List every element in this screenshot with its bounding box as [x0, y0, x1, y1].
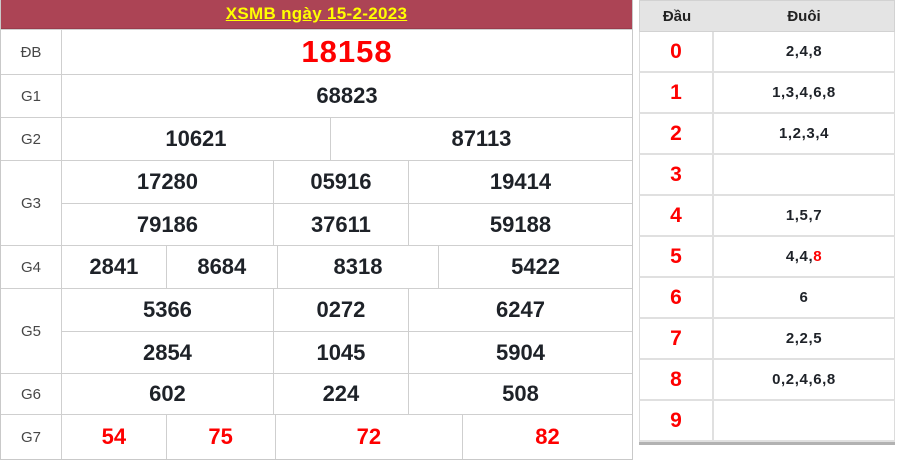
- prize-line: 2854 1045 5904: [62, 331, 632, 374]
- prize-cell: 18158: [301, 34, 393, 69]
- prize-cells-g6: 602 224 508: [62, 374, 632, 414]
- prize-row-g4: G4 2841 8684 8318 5422: [1, 245, 632, 288]
- prize-cells-g5: 5366 0272 6247 2854 1045 5904: [62, 289, 632, 374]
- tail-values: 2,2,5: [785, 330, 823, 347]
- prize-label-g4: G4: [1, 246, 62, 288]
- tail-values: [714, 401, 894, 440]
- head-digit: 0: [640, 32, 714, 71]
- head-digit: 8: [640, 360, 714, 399]
- head-tail-row: 0 2,4,8: [639, 32, 895, 73]
- results-header-bar: XSMB ngày 15-2-2023: [1, 0, 632, 29]
- prize-cells-g2: 10621 87113: [62, 118, 632, 160]
- prize-cell: 8318: [276, 246, 438, 288]
- head-digit: 7: [640, 319, 714, 358]
- prize-cell: 05916: [272, 161, 408, 203]
- tail-values: 4,4, 8: [714, 237, 894, 276]
- head-tail-row: 6 6: [639, 278, 895, 319]
- head-digit: 5: [640, 237, 714, 276]
- head-digit: 1: [640, 73, 714, 112]
- prize-cell: 5366: [142, 297, 192, 322]
- prize-cell: 602: [149, 381, 186, 406]
- prize-row-g3: G3 17280 05916 19414 79186 37611 59188: [1, 160, 632, 246]
- head-tail-row: 3: [639, 155, 895, 196]
- head-column-header: Đầu: [662, 7, 692, 25]
- prize-label-g2: G2: [1, 118, 62, 160]
- prize-cell: 1045: [272, 332, 408, 374]
- tail-values-black: 4,4,: [785, 248, 814, 265]
- head-digit: 2: [640, 114, 714, 153]
- prize-cell: 2841: [89, 254, 139, 279]
- prize-cells-g1: 68823: [62, 75, 632, 117]
- prize-cells-g3: 17280 05916 19414 79186 37611 59188: [62, 161, 632, 246]
- prize-line: 79186 37611 59188: [62, 203, 632, 246]
- prize-line: 5366 0272 6247: [62, 289, 632, 331]
- prize-cell: 82: [462, 415, 632, 459]
- head-digit: 4: [640, 196, 714, 235]
- results-title-link[interactable]: XSMB ngày 15-2-2023: [225, 4, 408, 23]
- head-digit: 9: [640, 401, 714, 440]
- tail-value-highlighted: 8: [813, 248, 823, 265]
- prize-cell: 54: [101, 424, 127, 449]
- tail-values: 6: [799, 289, 809, 306]
- prize-cell: 2854: [142, 340, 192, 365]
- tail-values: 1,5,7: [785, 207, 823, 224]
- prize-cell: 19414: [407, 161, 632, 203]
- head-tail-row: 1 1,3,4,6,8: [639, 73, 895, 114]
- head-tail-row: 5 4,4, 8: [639, 237, 895, 278]
- prize-cell: 508: [407, 374, 632, 414]
- prize-cell: 17280: [136, 169, 199, 194]
- prize-cell: 72: [274, 415, 463, 459]
- prize-cells-g7: 54 75 72 82: [62, 415, 632, 459]
- prize-row-g7: G7 54 75 72 82: [1, 414, 632, 459]
- head-digit: 6: [640, 278, 714, 317]
- prize-cell: 5422: [438, 246, 632, 288]
- prize-row-g2: G2 10621 87113: [1, 117, 632, 160]
- prize-label-g6: G6: [1, 374, 62, 414]
- tail-values: [714, 155, 894, 194]
- prize-label-db: ĐB: [1, 30, 62, 74]
- prize-label-g3: G3: [1, 161, 62, 245]
- head-tail-row: 7 2,2,5: [639, 319, 895, 360]
- tail-values: 2,4,8: [785, 43, 823, 60]
- prize-cell: 6247: [407, 289, 632, 331]
- prize-row-db: ĐB 18158: [1, 29, 632, 74]
- prize-label-g1: G1: [1, 75, 62, 117]
- prize-line: 17280 05916 19414: [62, 161, 632, 203]
- prize-cell: 59188: [407, 204, 632, 246]
- prize-label-g7: G7: [1, 415, 62, 459]
- prize-cell: 68823: [316, 83, 378, 108]
- head-tail-table: Đầu Đuôi 0 2,4,8 1 1,3,4,6,8 2 1,2,3,4 3…: [639, 0, 895, 445]
- head-tail-row: 2 1,2,3,4: [639, 114, 895, 155]
- tail-values: 0,2,4,6,8: [772, 371, 836, 388]
- xsmb-results-table: XSMB ngày 15-2-2023 ĐB 18158 G1 68823 G2…: [0, 0, 633, 460]
- head-tail-row: 9: [639, 401, 895, 442]
- prize-cell: 224: [272, 374, 408, 414]
- prize-cell: 8684: [165, 246, 277, 288]
- head-tail-row: 4 1,5,7: [639, 196, 895, 237]
- head-tail-row: 8 0,2,4,6,8: [639, 360, 895, 401]
- prize-cells-db: 18158: [62, 30, 632, 74]
- prize-cell: 0272: [272, 289, 408, 331]
- head-tail-header: Đầu Đuôi: [639, 0, 895, 32]
- tail-values: 1,2,3,4: [778, 125, 830, 142]
- prize-cell: 37611: [272, 204, 408, 246]
- prize-cell: 75: [165, 415, 275, 459]
- prize-label-g5: G5: [1, 289, 62, 373]
- prize-row-g6: G6 602 224 508: [1, 373, 632, 414]
- tail-column-header: Đuôi: [787, 7, 821, 25]
- prize-cells-g4: 2841 8684 8318 5422: [62, 246, 632, 288]
- prize-cell: 5904: [407, 332, 632, 374]
- prize-row-g1: G1 68823: [1, 74, 632, 117]
- prize-cell: 79186: [136, 212, 199, 237]
- tail-values: 1,3,4,6,8: [772, 84, 836, 101]
- prize-cell: 10621: [165, 126, 227, 151]
- prize-row-g5: G5 5366 0272 6247 2854 1045 5904: [1, 288, 632, 374]
- prize-cell: 87113: [329, 118, 632, 160]
- head-digit: 3: [640, 155, 714, 194]
